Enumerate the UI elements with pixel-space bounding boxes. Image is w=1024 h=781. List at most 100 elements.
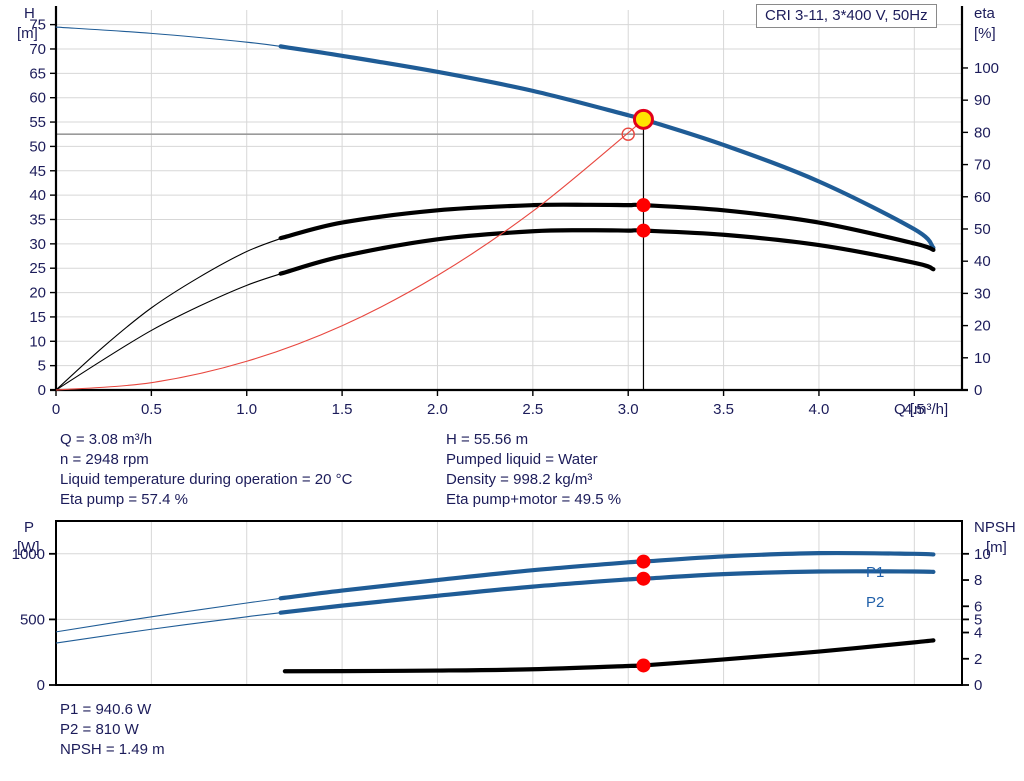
y-right-tick-60: 60 [974,189,991,206]
info-column-right: H = 55.56 m Pumped liquid = Water Densit… [446,430,621,510]
curve-eta-pump-thin [55,235,289,391]
top-markers [621,108,654,238]
y-right-tick-30: 30 [974,285,991,302]
y-right-tick-10: 10 [974,350,991,367]
bottom-axis-labels: 0 500 1000 0 2 456 8 10 P [W] NPSH [m] P1 P2 [12,519,1016,694]
p1-duty-dot [636,554,651,569]
eta-pump-duty-dot [636,198,651,213]
y-left-tick-55: 55 [29,114,46,131]
bottom-markers [636,554,651,673]
x-tick-1: 1.0 [236,401,257,418]
curve-eta-pump+motor-thin [55,270,289,391]
curve-eta-pump [278,202,936,253]
npsh-duty-dot [636,658,651,673]
y-left-tick-15: 15 [29,309,46,326]
y-right-tick-100: 100 [974,60,999,77]
y-left-tick-0: 0 [37,677,45,694]
curve-p1 [278,550,936,601]
y-right-tick-10: 10 [974,546,991,563]
power-npsh-chart: 0 500 1000 0 2 456 8 10 P [W] NPSH [m] P1 P2 [12,519,1016,694]
info-q: Q = 3.08 m³/h [60,431,153,448]
y-right-tick-40: 40 [974,253,991,270]
y-right-tick-0: 0 [974,382,982,399]
info-column-left: Q = 3.08 m³/h n = 2948 rpm Liquid temper… [60,430,352,510]
head-efficiency-chart: 0 5 10 15 20 25 30 35 40 45 50 55 60 65 70 75 0 10 20 30 40 5… [17,5,999,418]
y-left-tick-70: 70 [29,41,46,58]
y-right-title: NPSH [974,519,1016,536]
x-tick-3: 3.0 [618,401,639,418]
info-liquid: Pumped liquid = Water [446,451,598,468]
p2-curve-label: P2 [866,594,884,611]
y-left-tick-25: 25 [29,260,46,277]
bottom-gridlines [56,521,962,685]
info-eta-total: Eta pump+motor = 49.5 % [446,491,622,508]
y-left-tick-1000: 1000 [12,546,45,563]
x-tick-3.5: 3.5 [713,401,734,418]
curve-system-/-pipe-curve [55,118,644,391]
info-temp: Liquid temperature during operation = 20… [60,471,353,488]
y-left-title: P [24,519,34,536]
y-right-tick-2: 2 [974,651,982,668]
footer-values: P1 = 940.6 W P2 = 810 W NPSH = 1.49 m [60,700,165,760]
top-axis-labels: 0 5 10 15 20 25 30 35 40 45 50 55 60 65 70 75 0 10 20 30 40 5… [17,5,999,418]
curve-p2 [278,569,936,615]
bottom-axes [49,520,969,686]
y-left-title: H [24,5,35,22]
x-tick-4.5: 4.5 [904,401,925,418]
y-left-unit: [m] [17,25,38,42]
footer-p2: P2 = 810 W [60,721,139,738]
top-axes [50,6,968,396]
y-right-tick-20: 20 [974,318,991,335]
y-right-tick-80: 80 [974,124,991,141]
y-left-tick-500: 500 [20,611,45,628]
y-right-unit: [m] [986,539,1007,556]
x-tick-0.5: 0.5 [141,401,162,418]
x-tick-2: 2.0 [427,401,448,418]
info-eta-pump: Eta pump = 57.4 % [60,491,188,508]
x-tick-4: 4.0 [809,401,830,418]
x-tick-0: 0 [52,401,60,418]
y-left-tick-60: 60 [29,90,46,107]
y-left-tick-50: 50 [29,138,46,155]
y-left-tick-10: 10 [29,333,46,350]
y-right-tick-0: 0 [974,677,982,694]
y-right-tick-90: 90 [974,92,991,109]
y-left-tick-20: 20 [29,285,46,302]
y-left-tick-30: 30 [29,236,46,253]
x-tick-2.5: 2.5 [522,401,543,418]
footer-npsh: NPSH = 1.49 m [60,741,165,758]
top-curves [55,26,936,391]
y-right-tick-70: 70 [974,157,991,174]
y-left-tick-40: 40 [29,187,46,204]
footer-p1: P1 = 940.6 W [60,701,152,718]
x-tick-1.5: 1.5 [332,401,353,418]
duty-point-marker[interactable] [632,108,654,130]
y-right-title: eta [974,5,996,22]
model-title-box: CRI 3-11, 3*400 V, 50Hz [756,4,937,28]
y-left-tick-45: 45 [29,163,46,180]
system-duty-marker [621,127,635,141]
curve-eta-pump+motor [278,228,936,276]
curve-h-curve-(head)-thin [55,26,289,48]
y-left-tick-35: 35 [29,211,46,228]
p2-duty-dot [636,571,651,586]
y-right-tick-6: 6 [974,598,982,615]
x-axis-title: Q [m³/h] [894,401,948,418]
y-right-tick-8: 8 [974,572,982,589]
curve-h-curve-(head) [278,44,936,250]
y-right-tick-50: 50 [974,221,991,238]
bottom-curves [55,550,936,674]
y-right-tick-4: 4 [974,625,982,642]
y-right-tick-5: 5 [974,611,982,628]
curve-npsh [282,638,936,674]
eta-pump-motor-duty-dot [636,223,651,238]
plot-border [55,520,963,686]
y-right-unit: [%] [974,25,996,42]
info-density: Density = 998.2 kg/m³ [446,471,593,488]
top-gridlines [55,10,962,391]
p1-curve-label: P1 [866,564,884,581]
info-n: n = 2948 rpm [60,451,149,468]
y-left-tick-5: 5 [38,358,46,375]
curve-p2-thin [55,611,289,644]
y-left-unit: [W] [17,539,40,556]
